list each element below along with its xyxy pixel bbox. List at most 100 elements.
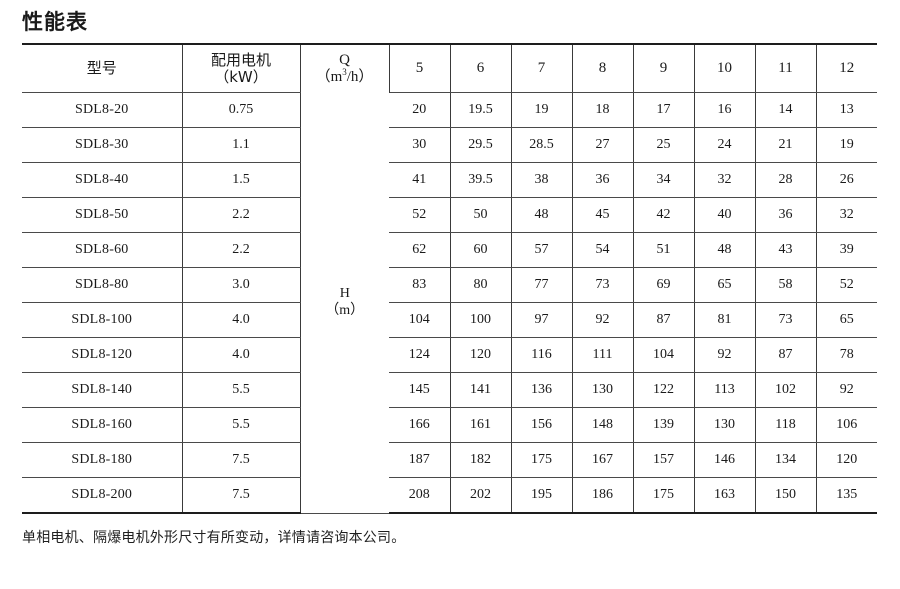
cell-model: SDL8-20 [22,92,183,128]
cell-motor-power: 4.0 [182,337,301,373]
cell-head-value: 186 [572,477,634,514]
header-flow-col-7: 12 [816,43,877,93]
cell-head-value: 166 [389,407,451,443]
cell-head-value: 135 [816,477,877,514]
header-flow-symbol: Q [339,51,350,68]
table-row: SDL8-30 1.1 30 29.5 28.5 27 25 24 21 19 [22,127,877,163]
cell-head-value: 62 [389,232,451,268]
cell-head-value: 134 [755,442,817,478]
table-row: SDL8-160 5.5 166 161 156 148 139 130 118 106 [22,407,877,443]
cell-motor-power: 5.5 [182,407,301,443]
cell-head-value: 118 [755,407,817,443]
header-flow-col-6: 11 [755,43,817,93]
cell-motor-power: 2.2 [182,232,301,268]
cell-head-value: 13 [816,92,877,128]
cell-motor-power: 5.5 [182,372,301,408]
cell-head-value: 113 [694,372,756,408]
cell-motor-power: 2.2 [182,197,301,233]
table-row: SDL8-140 5.5 145 141 136 130 122 113 102 92 [22,372,877,408]
cell-head-value: 29.5 [450,127,512,163]
header-motor-power-label: 配用电机 [210,50,271,69]
cell-head-value: 77 [511,267,573,303]
cell-head-value: 73 [572,267,634,303]
header-head-merged: H （m） [300,92,389,514]
cell-head-value: 25 [633,127,695,163]
performance-table: 型号 配用电机 （kW） Q （m3/h） 5 6 7 8 9 10 11 [22,43,877,514]
cell-model: SDL8-60 [22,232,183,268]
cell-head-value: 45 [572,197,634,233]
cell-head-value: 69 [633,267,695,303]
cell-head-value: 65 [694,267,756,303]
cell-head-value: 14 [755,92,817,128]
cell-motor-power: 4.0 [182,302,301,338]
cell-head-value: 97 [511,302,573,338]
header-flow-col-4: 9 [633,43,695,93]
cell-head-value: 34 [633,162,695,198]
cell-head-value: 58 [755,267,817,303]
table-header-row: 型号 配用电机 （kW） Q （m3/h） 5 6 7 8 9 10 11 [22,43,877,93]
cell-model: SDL8-30 [22,127,183,163]
cell-head-value: 39 [816,232,877,268]
cell-head-value: 146 [694,442,756,478]
cell-head-value: 48 [511,197,573,233]
cell-head-value: 38 [511,162,573,198]
cell-head-value: 106 [816,407,877,443]
cell-model: SDL8-40 [22,162,183,198]
cell-head-value: 130 [694,407,756,443]
table-row: SDL8-200 7.5 208 202 195 186 175 163 150 135 [22,477,877,514]
cell-head-value: 130 [572,372,634,408]
cell-head-value: 30 [389,127,451,163]
cell-model: SDL8-50 [22,197,183,233]
cell-head-value: 18 [572,92,634,128]
header-flow-rate: Q （m3/h） [300,43,390,93]
table-row: SDL8-180 7.5 187 182 175 167 157 146 134 120 [22,442,877,478]
cell-head-value: 120 [450,337,512,373]
cell-head-value: 51 [633,232,695,268]
cell-motor-power: 1.5 [182,162,301,198]
cell-head-value: 92 [816,372,877,408]
cell-head-value: 145 [389,372,451,408]
cell-head-value: 21 [755,127,817,163]
cell-head-value: 124 [389,337,451,373]
cell-head-value: 139 [633,407,695,443]
page-title: 性能表 [22,11,88,34]
cell-head-value: 42 [633,197,695,233]
cell-head-value: 78 [816,337,877,373]
cell-head-value: 81 [694,302,756,338]
table-row: SDL8-60 2.2 62 60 57 54 51 48 43 39 [22,232,877,268]
cell-head-value: 57 [511,232,573,268]
cell-head-value: 16 [694,92,756,128]
cell-head-value: 150 [755,477,817,514]
header-head-unit: （m） [325,302,365,318]
cell-head-value: 32 [694,162,756,198]
cell-head-value: 20 [389,92,451,128]
header-flow-col-1: 6 [450,43,512,93]
cell-head-value: 102 [755,372,817,408]
cell-head-value: 195 [511,477,573,514]
cell-head-value: 157 [633,442,695,478]
cell-head-value: 175 [511,442,573,478]
cell-head-value: 36 [755,197,817,233]
cell-motor-power: 7.5 [182,442,301,478]
cell-head-value: 187 [389,442,451,478]
header-motor-power: 配用电机 （kW） [182,43,301,93]
cell-head-value: 40 [694,197,756,233]
cell-motor-power: 0.75 [182,92,301,128]
cell-head-value: 80 [450,267,512,303]
flow-unit-exponent: 3 [342,66,347,77]
header-flow-col-3: 8 [572,43,634,93]
cell-head-value: 32 [816,197,877,233]
cell-motor-power: 7.5 [182,477,301,514]
cell-head-value: 156 [511,407,573,443]
table-row: SDL8-50 2.2 52 50 48 45 42 40 36 32 [22,197,877,233]
cell-head-value: 26 [816,162,877,198]
cell-head-value: 39.5 [450,162,512,198]
cell-motor-power: 3.0 [182,267,301,303]
cell-model: SDL8-120 [22,337,183,373]
cell-head-value: 27 [572,127,634,163]
cell-model: SDL8-200 [22,477,183,514]
cell-head-value: 52 [389,197,451,233]
header-flow-col-0: 5 [389,43,451,93]
cell-head-value: 43 [755,232,817,268]
cell-head-value: 87 [755,337,817,373]
